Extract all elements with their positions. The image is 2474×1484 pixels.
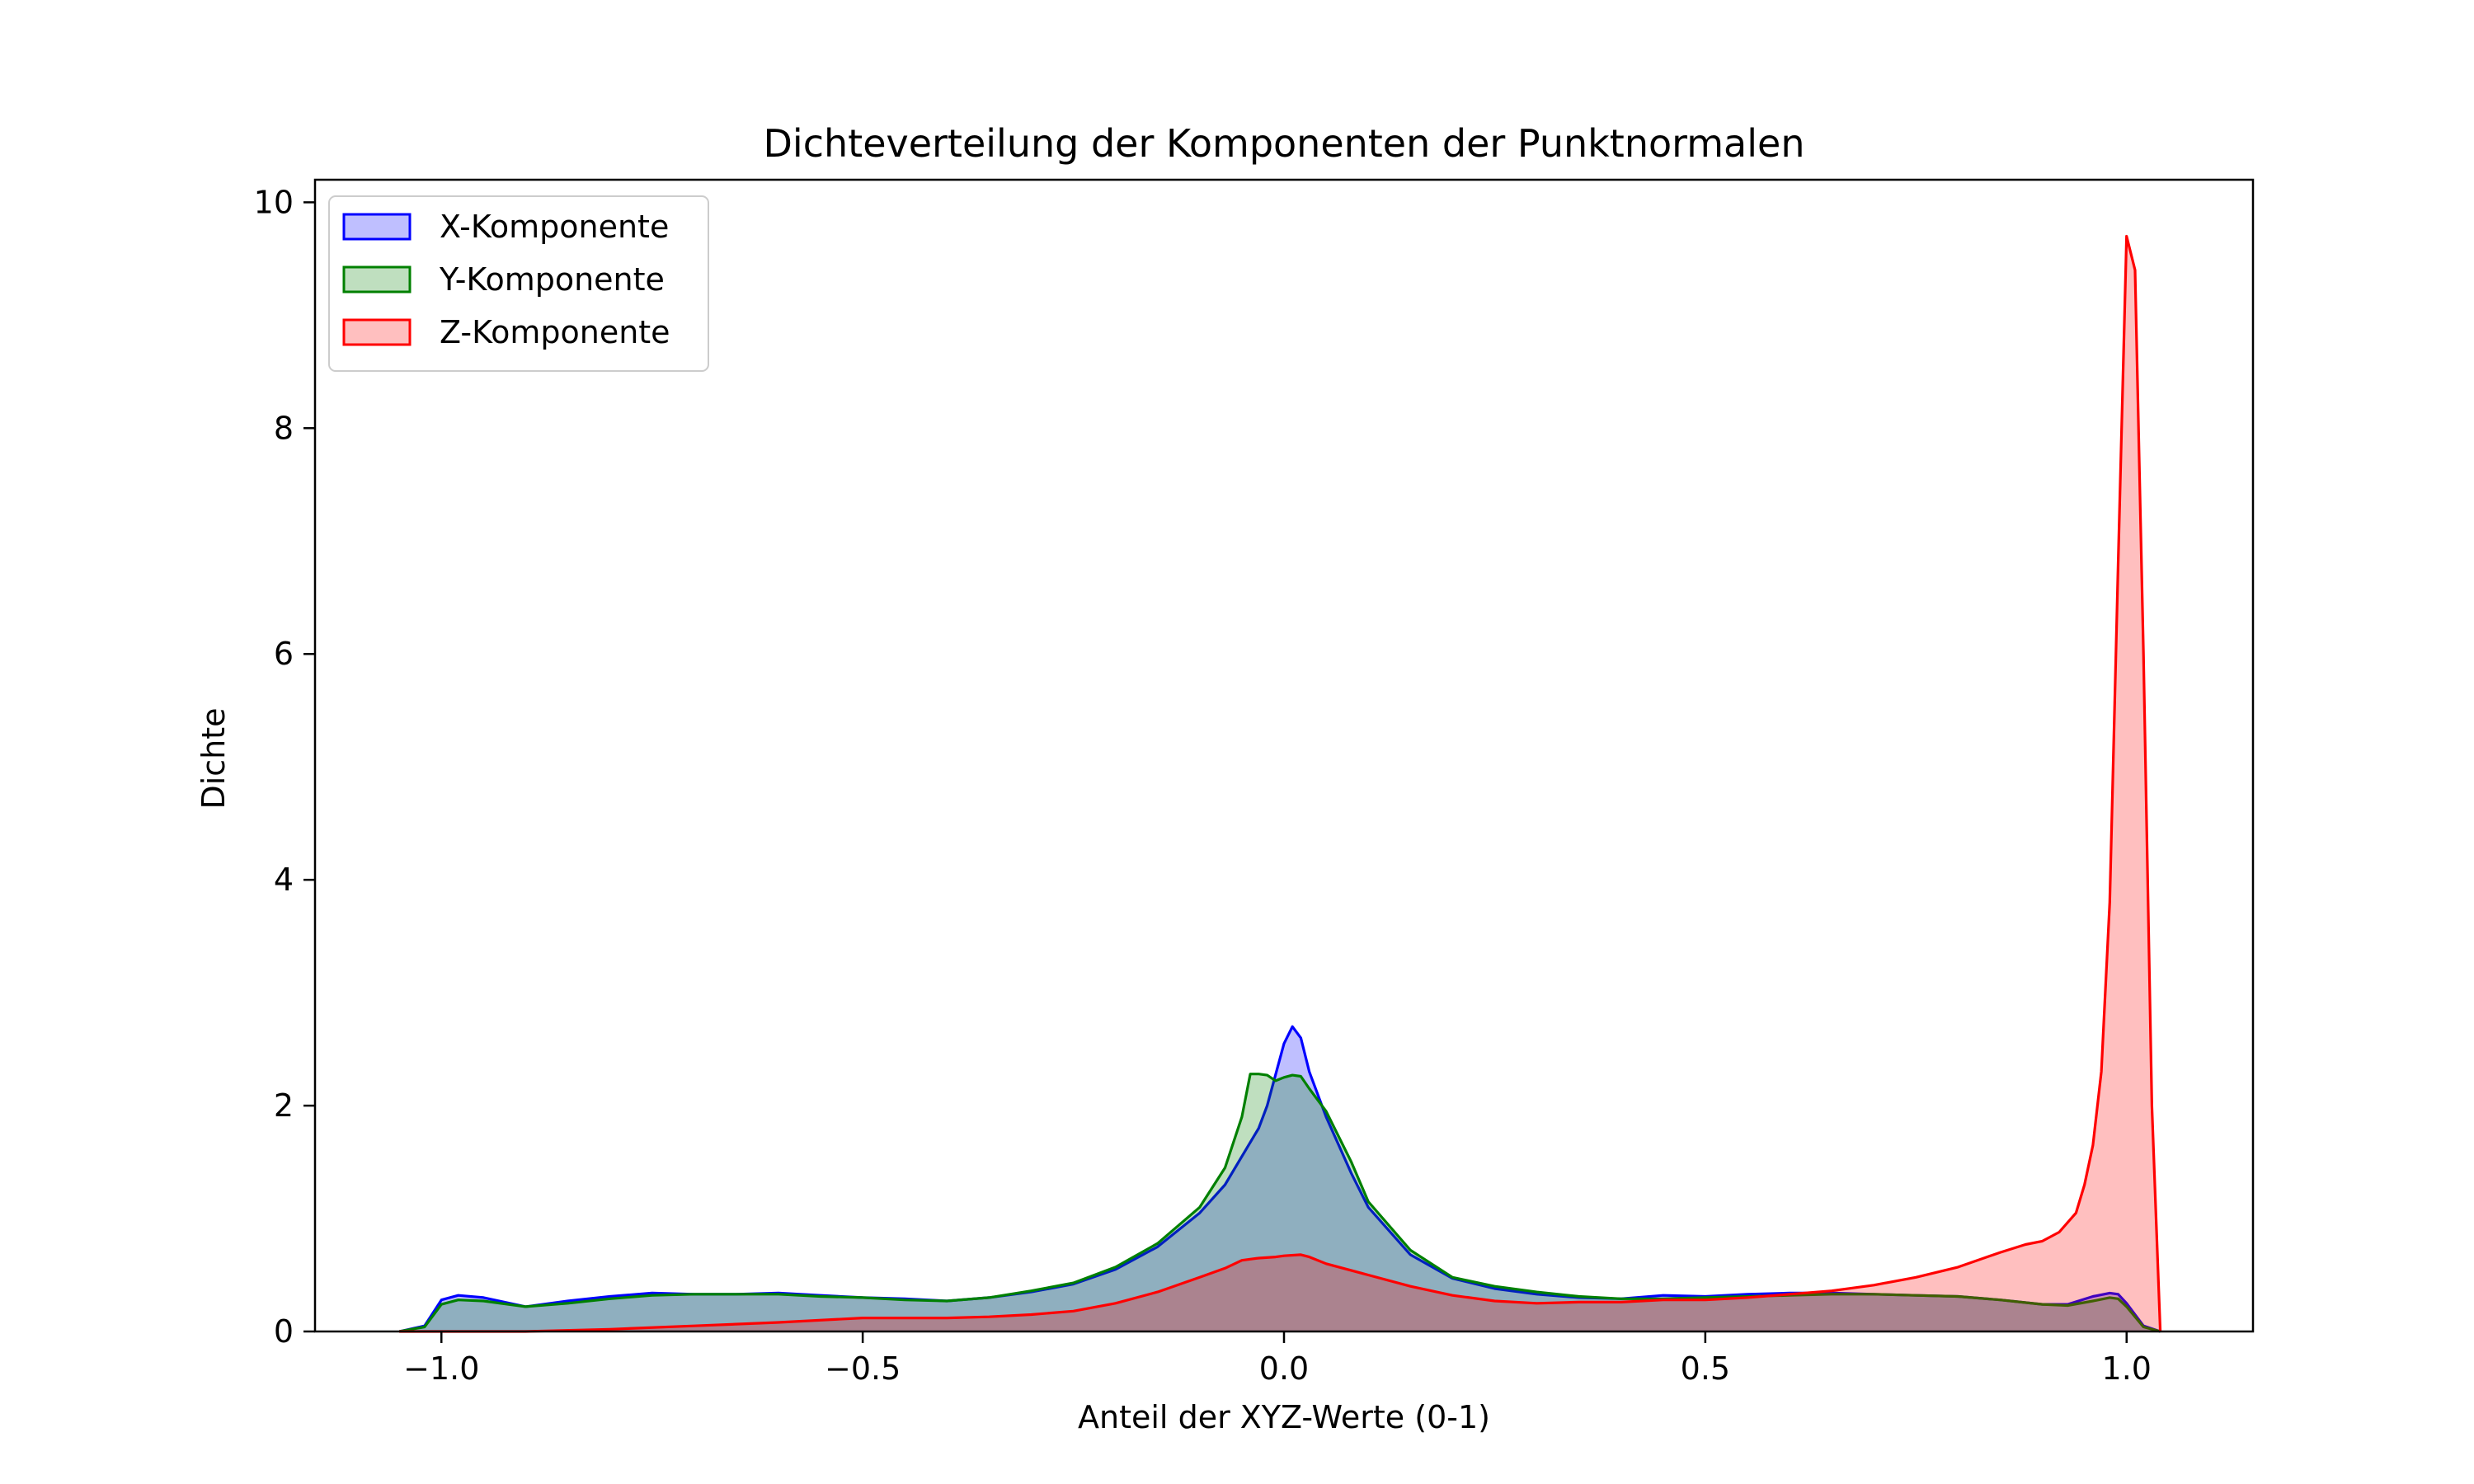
chart-title: Dichteverteilung der Komponenten der Pun… bbox=[764, 121, 1805, 166]
legend-swatch-x-komponente bbox=[342, 213, 412, 241]
series-layer bbox=[398, 234, 2162, 1333]
y-tick-label: 0 bbox=[274, 1313, 294, 1350]
y-tick-label: 2 bbox=[274, 1087, 294, 1124]
y-tick-label: 6 bbox=[274, 636, 294, 672]
series-area-y-komponente bbox=[399, 1073, 2161, 1331]
series-line-y-komponente bbox=[398, 1073, 2161, 1333]
legend-swatch-y-komponente bbox=[342, 265, 412, 294]
legend-swatch-z-komponente bbox=[342, 318, 412, 346]
x-tick-label: −0.5 bbox=[825, 1350, 901, 1387]
legend-label-x-komponente: X-Komponente bbox=[440, 209, 669, 245]
x-tick-label: 1.0 bbox=[2102, 1350, 2152, 1387]
x-axis-label: Anteil der XYZ-Werte (0-1) bbox=[1078, 1399, 1490, 1435]
y-tick-label: 10 bbox=[254, 184, 294, 220]
legend-label-y-komponente: Y-Komponente bbox=[439, 261, 665, 298]
series-area-x-komponente bbox=[399, 1026, 2161, 1331]
y-tick-label: 4 bbox=[274, 862, 294, 898]
legend: X-Komponente Y-Komponente Z-Komponente bbox=[328, 195, 709, 372]
y-axis: 0 2 4 6 8 10 bbox=[254, 184, 315, 1350]
y-axis-label: Dichte bbox=[195, 707, 232, 809]
legend-box bbox=[328, 195, 709, 372]
x-tick-label: 0.5 bbox=[1681, 1350, 1730, 1387]
legend-label-z-komponente: Z-Komponente bbox=[440, 314, 670, 350]
x-tick-label: −1.0 bbox=[403, 1350, 479, 1387]
series-line-z-komponente bbox=[399, 234, 2162, 1333]
x-tick-label: 0.0 bbox=[1259, 1350, 1309, 1387]
y-tick-label: 8 bbox=[274, 410, 294, 446]
x-axis: −1.0 −0.5 0.0 0.5 1.0 bbox=[403, 1331, 2152, 1387]
